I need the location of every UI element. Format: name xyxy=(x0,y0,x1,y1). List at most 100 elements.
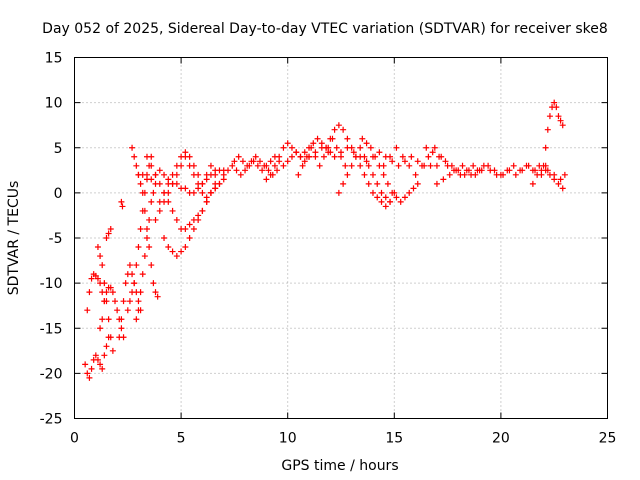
data-point xyxy=(88,275,95,282)
data-point xyxy=(118,316,125,323)
data-point xyxy=(284,140,291,147)
data-point xyxy=(86,374,93,381)
data-point xyxy=(143,235,150,241)
data-point xyxy=(99,365,106,372)
data-point xyxy=(359,135,366,142)
data-point xyxy=(280,144,287,151)
data-point xyxy=(186,235,193,241)
chart-title: Day 052 of 2025, Sidereal Day-to-day VTE… xyxy=(42,21,608,37)
data-point xyxy=(212,185,219,192)
data-point xyxy=(118,325,125,332)
data-point xyxy=(82,361,89,368)
data-point xyxy=(429,149,436,156)
data-point xyxy=(312,149,319,156)
data-point xyxy=(256,158,263,165)
data-point xyxy=(133,262,140,269)
data-point xyxy=(433,162,440,169)
data-point xyxy=(331,153,338,160)
data-point xyxy=(97,325,104,332)
data-point xyxy=(84,307,91,314)
data-point xyxy=(248,158,255,165)
series-track-4 xyxy=(97,284,127,341)
data-point xyxy=(348,162,355,169)
data-point xyxy=(459,162,466,169)
data-point xyxy=(161,235,168,241)
data-point xyxy=(363,158,370,165)
series-track-1 xyxy=(82,334,112,381)
data-point xyxy=(101,280,108,287)
data-point xyxy=(112,298,119,305)
data-point xyxy=(555,113,562,120)
data-point xyxy=(203,171,210,178)
data-point xyxy=(105,230,112,237)
data-point xyxy=(431,144,438,151)
data-point xyxy=(414,158,421,165)
data-point xyxy=(101,298,108,305)
data-point xyxy=(325,149,332,156)
data-point xyxy=(517,167,524,174)
data-point xyxy=(107,225,114,232)
data-point xyxy=(478,167,485,174)
data-point xyxy=(146,244,153,251)
data-point xyxy=(239,158,246,165)
data-point xyxy=(190,225,197,232)
series-track-26 xyxy=(433,162,549,187)
data-point xyxy=(357,144,364,151)
data-point xyxy=(380,162,387,169)
data-point xyxy=(161,171,168,178)
data-point xyxy=(156,180,163,187)
data-point xyxy=(103,343,110,350)
data-point xyxy=(107,284,114,291)
data-point xyxy=(154,293,161,300)
data-point xyxy=(92,352,99,359)
data-point xyxy=(99,316,106,323)
data-point xyxy=(109,347,116,354)
data-point xyxy=(374,180,381,187)
data-point xyxy=(453,167,460,174)
data-point xyxy=(148,262,155,269)
data-point xyxy=(103,235,110,241)
data-point xyxy=(203,198,210,205)
y-tick-label: -10 xyxy=(40,276,63,292)
data-point xyxy=(512,171,519,178)
data-point xyxy=(320,153,327,160)
data-point xyxy=(557,117,564,124)
data-point xyxy=(233,167,240,174)
x-tick-label: 10 xyxy=(279,431,297,447)
data-point xyxy=(414,180,421,187)
data-point xyxy=(301,158,308,165)
data-point xyxy=(378,189,385,196)
data-point xyxy=(288,153,295,160)
data-point xyxy=(323,144,330,151)
x-axis-title: GPS time / hours xyxy=(281,458,398,474)
data-point xyxy=(156,207,163,214)
y-tick-label: -25 xyxy=(40,412,63,428)
data-point xyxy=(485,162,492,169)
data-point xyxy=(350,149,357,156)
data-point xyxy=(389,158,396,165)
data-point xyxy=(288,144,295,151)
data-point xyxy=(231,158,238,165)
data-point xyxy=(150,189,157,196)
x-tick-label: 15 xyxy=(385,431,403,447)
data-point xyxy=(546,171,553,178)
data-point xyxy=(425,153,432,160)
data-point xyxy=(235,153,242,160)
y-tick-label: -5 xyxy=(49,231,63,247)
data-point xyxy=(178,153,185,160)
data-point xyxy=(207,189,214,196)
series-track-14 xyxy=(156,149,219,205)
x-tick-label: 20 xyxy=(492,431,510,447)
data-point xyxy=(131,153,138,160)
data-point xyxy=(220,171,227,178)
data-point xyxy=(295,171,302,178)
series-track-22 xyxy=(335,144,394,205)
data-point xyxy=(156,198,163,205)
series-track-15 xyxy=(161,180,223,260)
data-point xyxy=(419,162,426,169)
data-point xyxy=(372,153,379,160)
data-point xyxy=(126,298,133,305)
x-tick-label: 5 xyxy=(177,431,186,447)
grid xyxy=(74,57,608,419)
